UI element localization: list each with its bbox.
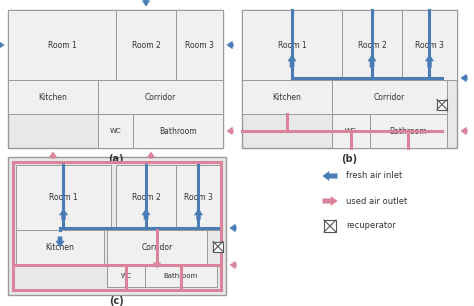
Text: (a): (a): [108, 154, 123, 164]
Bar: [437, 99, 447, 110]
Text: Room 3: Room 3: [415, 40, 444, 50]
Bar: [145, 265, 217, 287]
Bar: [107, 265, 145, 287]
Bar: [116, 10, 176, 80]
Text: (c): (c): [109, 296, 124, 306]
Bar: [242, 80, 332, 114]
Text: WC: WC: [120, 273, 132, 279]
Text: Bathroom: Bathroom: [164, 273, 198, 279]
Bar: [116, 165, 176, 230]
Text: used air outlet: used air outlet: [346, 196, 407, 206]
Bar: [8, 157, 226, 295]
Text: WC: WC: [109, 128, 121, 134]
Text: Room 1: Room 1: [47, 40, 76, 50]
Bar: [342, 10, 402, 80]
Text: Corridor: Corridor: [141, 243, 173, 252]
Text: Kitchen: Kitchen: [273, 92, 301, 102]
Text: Bathroom: Bathroom: [390, 126, 428, 136]
Text: Kitchen: Kitchen: [38, 92, 67, 102]
Text: Bathroom: Bathroom: [159, 126, 197, 136]
Bar: [8, 10, 223, 148]
Bar: [242, 10, 342, 80]
Bar: [176, 10, 223, 80]
Text: Corridor: Corridor: [145, 92, 176, 102]
Bar: [324, 220, 336, 232]
Text: Room 3: Room 3: [185, 40, 214, 50]
Text: Room 1: Room 1: [49, 193, 78, 202]
Bar: [213, 241, 223, 252]
Bar: [98, 80, 223, 114]
Text: recuperator: recuperator: [346, 222, 396, 230]
Bar: [16, 165, 111, 230]
Bar: [402, 10, 457, 80]
Bar: [8, 10, 116, 80]
Bar: [332, 114, 370, 148]
Text: Room 3: Room 3: [184, 193, 213, 202]
Text: fresh air inlet: fresh air inlet: [346, 171, 402, 181]
Bar: [176, 165, 221, 230]
Text: Kitchen: Kitchen: [46, 243, 74, 252]
Text: Room 2: Room 2: [132, 193, 160, 202]
Text: Room 2: Room 2: [357, 40, 386, 50]
Text: Corridor: Corridor: [374, 92, 405, 102]
Bar: [107, 230, 207, 265]
Bar: [370, 114, 447, 148]
Text: WC: WC: [345, 128, 357, 134]
Bar: [98, 114, 133, 148]
Bar: [332, 80, 447, 114]
Bar: [8, 80, 98, 114]
Bar: [16, 230, 104, 265]
Bar: [242, 10, 457, 148]
Text: (b): (b): [341, 154, 357, 164]
Bar: [133, 114, 223, 148]
Text: Room 1: Room 1: [278, 40, 306, 50]
Text: Room 2: Room 2: [132, 40, 160, 50]
